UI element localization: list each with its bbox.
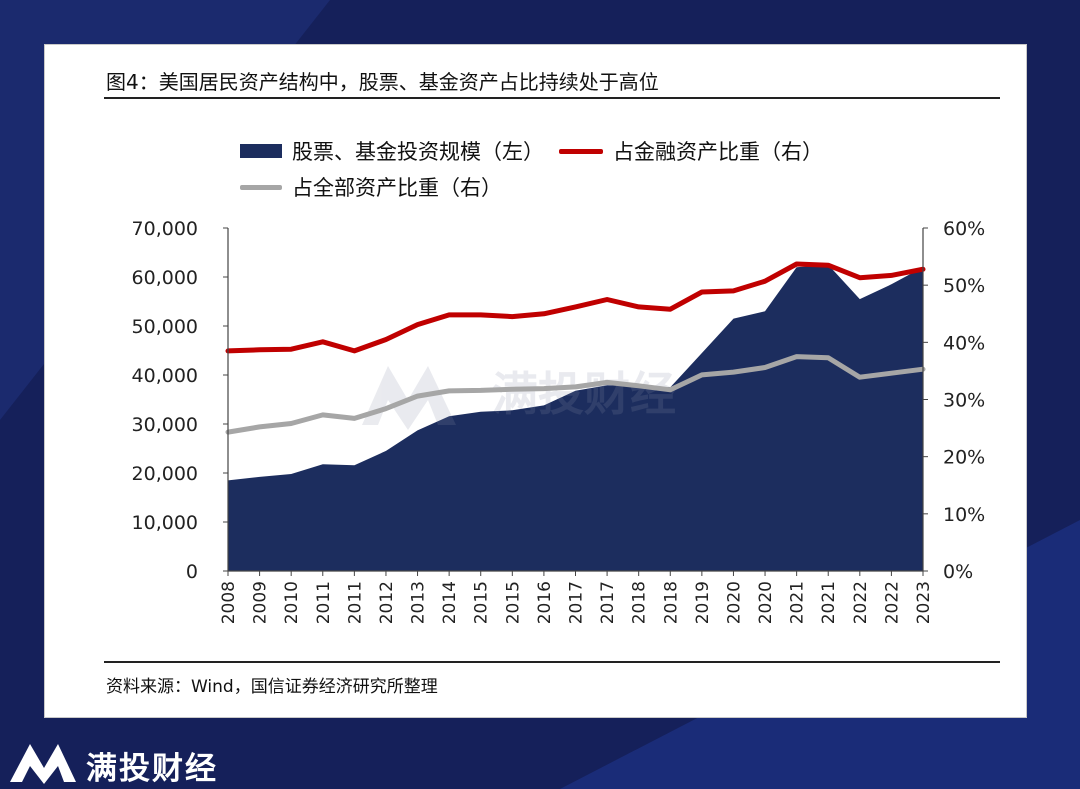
x-tick-label: 2017: [598, 581, 618, 624]
figure-title: 图4：美国居民资产结构中，股票、基金资产占比持续处于高位: [106, 70, 659, 94]
series-area-stock-fund: [228, 264, 923, 571]
x-tick-label: 2022: [882, 581, 902, 624]
title-rule: [104, 97, 1000, 99]
x-tick-label: 2019: [693, 581, 713, 624]
x-tick-label: 2016: [535, 581, 555, 624]
watermark: 满投财经: [362, 366, 676, 430]
x-tick-label: 2012: [377, 581, 397, 624]
right-tick-label: 20%: [943, 447, 985, 469]
x-tick-label: 2008: [219, 581, 239, 624]
left-tick-label: 20,000: [132, 463, 198, 485]
x-tick-label: 2011: [345, 581, 365, 624]
right-tick-label: 10%: [943, 504, 985, 526]
x-tick-label: 2017: [567, 581, 587, 624]
x-tick-label: 2020: [756, 581, 776, 624]
source-rule: [104, 661, 1000, 663]
legend-swatch-red-line: [559, 148, 603, 154]
x-tick-label: 2023: [914, 581, 934, 624]
right-tick-label: 40%: [943, 332, 985, 354]
x-tick-label: 2014: [440, 581, 460, 624]
left-tick-label: 60,000: [132, 267, 198, 289]
watermark-text: 满投财经: [492, 367, 676, 421]
x-tick-label: 2022: [851, 581, 871, 624]
x-tick-label: 2021: [819, 581, 839, 624]
legend-item-area: 股票、基金投资规模（左）: [240, 136, 544, 166]
left-tick-label: 0: [186, 561, 198, 583]
legend-swatch-gray-line: [240, 184, 282, 190]
legend-item-red-line: 占金融资产比重（右）: [559, 136, 823, 166]
left-tick-label: 30,000: [132, 414, 198, 436]
x-tick-label: 2013: [409, 581, 429, 624]
series-line-financial-share: [225, 261, 926, 354]
x-tick-label: 2015: [503, 581, 523, 624]
legend-item-gray-line: 占全部资产比重（右）: [240, 172, 502, 202]
left-tick-label: 70,000: [132, 218, 198, 240]
right-tick-label: 60%: [943, 218, 985, 240]
legend-label-area: 股票、基金投资规模（左）: [292, 140, 544, 164]
x-tick-label: 2018: [630, 581, 650, 624]
x-tick-label: 2021: [788, 581, 808, 624]
x-tick-label: 2010: [282, 581, 302, 624]
brand-logo-icon: [10, 744, 76, 784]
left-tick-label: 40,000: [132, 365, 198, 387]
x-tick-label: 2011: [314, 581, 334, 624]
brand-name: 满投财经: [86, 751, 218, 787]
left-tick-label: 50,000: [132, 316, 198, 338]
legend-swatch-area: [240, 144, 282, 158]
x-tick-label: 2009: [251, 581, 271, 624]
x-tick-label: 2020: [725, 581, 745, 624]
series-line-total-share: [225, 354, 926, 435]
right-tick-label: 50%: [943, 275, 985, 297]
x-tick-label: 2015: [472, 581, 492, 624]
left-tick-label: 10,000: [132, 512, 198, 534]
right-tick-label: 0%: [943, 561, 973, 583]
legend-label-gray-line: 占全部资产比重（右）: [292, 176, 502, 200]
source-note: 资料来源：Wind，国信证券经济研究所整理: [106, 677, 438, 697]
watermark-logo-icon: [362, 366, 456, 430]
right-tick-label: 30%: [943, 390, 985, 412]
x-tick-label: 2018: [661, 581, 681, 624]
legend-label-red-line: 占金融资产比重（右）: [613, 140, 823, 164]
